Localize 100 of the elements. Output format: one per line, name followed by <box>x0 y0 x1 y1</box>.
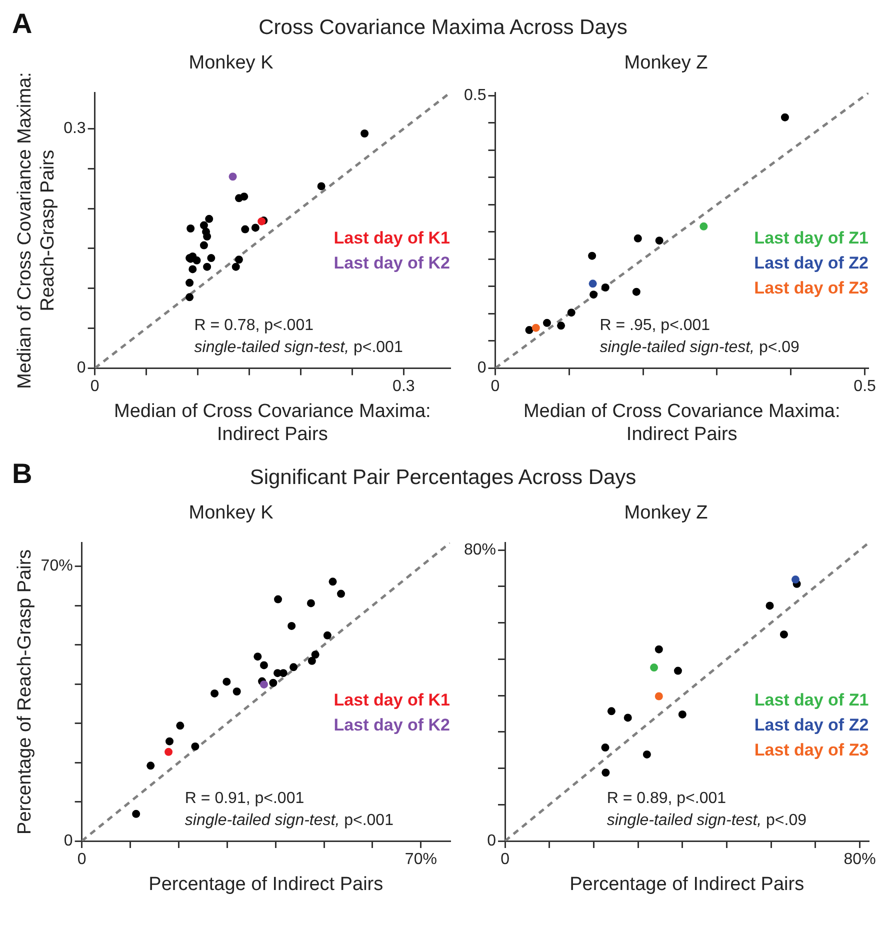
point <box>632 288 640 296</box>
point <box>210 689 219 698</box>
chart-subtitle: Monkey Z <box>624 502 708 524</box>
point <box>274 595 282 604</box>
annotation: single-tailed sign-test, p<.09 <box>606 812 807 829</box>
x-axis-title: Median of Cross Covariance Maxima: Indirect Pairs <box>523 401 840 445</box>
point <box>192 256 201 264</box>
point <box>290 663 298 672</box>
point <box>203 262 212 271</box>
text: A <box>12 8 32 40</box>
y-axis-title: Median of Cross Covariance Maxima: Reach-Grasp Pairs <box>14 72 58 389</box>
point <box>642 750 651 758</box>
annotation: R = 0.91, p<.001 <box>184 790 304 807</box>
point <box>542 318 551 327</box>
point <box>207 254 216 262</box>
text: B <box>12 458 32 490</box>
point <box>254 652 262 661</box>
point <box>279 669 288 678</box>
point <box>186 224 195 233</box>
point <box>269 678 278 687</box>
point <box>317 182 326 190</box>
point <box>203 232 212 240</box>
point <box>222 678 231 686</box>
x-tick-label: 0.5 <box>854 378 876 396</box>
point <box>700 222 708 230</box>
y-tick-label: 0 <box>477 360 486 377</box>
point <box>655 236 664 245</box>
point <box>132 810 140 818</box>
point <box>602 768 610 777</box>
point <box>200 221 208 230</box>
x-tick-label: 0 <box>90 378 100 396</box>
annotation: single-tailed sign-test, p<.001 <box>184 812 394 829</box>
point <box>260 680 268 688</box>
point <box>588 280 597 288</box>
point <box>164 748 173 756</box>
point <box>232 688 241 696</box>
point <box>567 308 576 317</box>
text: Last day of Z1 <box>754 690 869 710</box>
x-tick-label: 0.3 <box>392 378 415 396</box>
point <box>678 710 686 718</box>
text: Last day of Z2 <box>754 253 868 272</box>
point <box>791 576 800 584</box>
point <box>241 225 250 234</box>
point <box>337 590 345 598</box>
point <box>146 762 155 770</box>
text: Last day of Z2 <box>754 716 869 735</box>
point <box>601 744 610 752</box>
point <box>607 707 616 716</box>
annotation: single-tailed sign-test, p<.09 <box>600 339 800 356</box>
point <box>532 324 540 332</box>
text: Last day of K1 <box>334 690 450 710</box>
text: Last day of Z1 <box>754 228 868 248</box>
point <box>306 599 315 608</box>
point <box>674 666 682 675</box>
point <box>176 722 184 730</box>
point <box>188 265 197 274</box>
text: Last day of Z3 <box>754 278 868 298</box>
point <box>205 214 214 223</box>
y-tick-label: 0 <box>487 832 496 850</box>
point <box>232 262 240 271</box>
text: Last day of K1 <box>334 228 450 248</box>
y-tick-label: 0.3 <box>64 120 86 138</box>
point <box>323 631 332 640</box>
point <box>328 578 337 586</box>
chart-subtitle: Monkey Z <box>624 52 708 74</box>
text: Last day of Z3 <box>754 740 869 760</box>
point <box>234 256 243 264</box>
point <box>166 737 174 746</box>
point <box>360 130 369 138</box>
point <box>780 113 789 122</box>
text: Last day of K2 <box>334 716 450 735</box>
text: Last day of K2 <box>334 253 450 272</box>
point <box>601 283 610 292</box>
y-tick-label: 0.5 <box>464 86 486 104</box>
annotation: single-tailed sign-test, p<.001 <box>194 339 403 356</box>
point <box>654 692 663 700</box>
y-axis-title: Percentage of Reach-Grasp Pairs <box>14 549 36 834</box>
point <box>186 293 194 302</box>
point <box>590 290 598 299</box>
point <box>588 252 596 260</box>
x-tick-label: 80% <box>844 851 876 868</box>
point <box>308 656 316 665</box>
x-axis-title: Percentage of Indirect Pairs <box>148 874 384 895</box>
x-axis-title: Percentage of Indirect Pairs <box>570 874 804 895</box>
point <box>251 224 260 232</box>
annotation: R = .95, p<.001 <box>600 317 710 334</box>
y-tick-label: 80% <box>464 541 496 558</box>
point <box>525 326 534 334</box>
y-tick-label: 0 <box>64 832 73 850</box>
x-axis-title: Median of Cross Covariance Maxima: Indirect Pairs <box>114 401 431 445</box>
point <box>650 664 658 672</box>
point <box>654 645 663 654</box>
annotation: R = 0.89, p<.001 <box>606 790 726 807</box>
point <box>624 714 632 722</box>
chart-title: Cross Covariance Maxima Across Days <box>258 16 628 39</box>
chart-subtitle: Monkey K <box>188 52 274 74</box>
point <box>557 322 566 330</box>
point <box>634 234 642 242</box>
point <box>186 278 194 287</box>
point <box>191 742 200 750</box>
